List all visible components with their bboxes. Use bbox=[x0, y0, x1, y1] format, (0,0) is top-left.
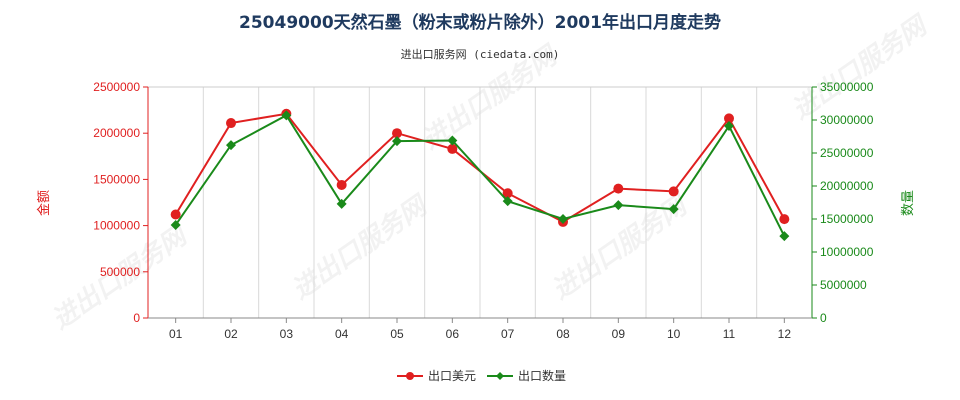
x-axis-tick-label: 03 bbox=[280, 327, 294, 341]
x-axis-tick-label: 05 bbox=[390, 327, 404, 341]
left-axis-tick-label: 500000 bbox=[100, 265, 140, 279]
series-point-2 bbox=[558, 214, 568, 224]
right-axis-tick-label: 0 bbox=[820, 311, 827, 325]
x-axis-tick-label: 12 bbox=[778, 327, 792, 341]
series-point-1 bbox=[668, 186, 679, 197]
legend-label-1: 出口美元 bbox=[428, 369, 476, 383]
right-axis-tick-label: 15000000 bbox=[820, 212, 874, 226]
legend-marker-1 bbox=[406, 372, 414, 380]
series-point-1 bbox=[226, 118, 236, 129]
series-point-2 bbox=[724, 120, 734, 131]
series-point-1 bbox=[502, 188, 513, 199]
watermark-text: 进出口服务网 bbox=[787, 9, 935, 125]
left-axis-label: 金额 bbox=[36, 190, 52, 216]
chart-title: 25049000天然石墨（粉末或粉片除外）2001年出口月度走势 bbox=[239, 13, 721, 33]
x-axis-tick-label: 02 bbox=[224, 327, 238, 341]
watermark-text: 进出口服务网 bbox=[417, 39, 565, 155]
x-axis-tick-label: 07 bbox=[501, 327, 515, 341]
series-point-2 bbox=[447, 135, 458, 146]
x-axis-tick-label: 01 bbox=[169, 327, 183, 341]
x-axis-tick-label: 09 bbox=[612, 327, 626, 341]
right-axis-label: 数量 bbox=[901, 190, 916, 216]
series-point-2 bbox=[668, 204, 679, 215]
legend-marker-2 bbox=[496, 372, 504, 380]
series-point-1 bbox=[336, 179, 347, 190]
left-axis-tick-label: 2500000 bbox=[93, 80, 140, 94]
series-point-2 bbox=[170, 219, 181, 230]
chart-subtitle: 进出口服务网 (ciedata.com) bbox=[400, 48, 560, 61]
series-point-2 bbox=[281, 110, 292, 121]
left-axis-tick-label: 2000000 bbox=[93, 126, 140, 140]
watermark-text: 进出口服务网 bbox=[287, 189, 435, 305]
left-axis-tick-label: 1500000 bbox=[93, 172, 140, 186]
x-axis-tick-label: 06 bbox=[446, 327, 460, 341]
x-axis-tick-label: 04 bbox=[335, 327, 349, 341]
series-point-1 bbox=[613, 183, 624, 194]
series-point-2 bbox=[779, 231, 790, 242]
right-axis-tick-label: 30000000 bbox=[820, 113, 874, 127]
right-axis-tick-label: 25000000 bbox=[820, 146, 874, 160]
series-point-1 bbox=[779, 214, 790, 225]
right-axis-tick-label: 10000000 bbox=[820, 245, 874, 259]
x-axis-tick-label: 11 bbox=[723, 327, 736, 341]
legend-label-2: 出口数量 bbox=[518, 368, 566, 383]
left-axis-tick-label: 1000000 bbox=[93, 219, 140, 233]
series-line-2 bbox=[174, 114, 786, 237]
x-axis-tick-label: 10 bbox=[667, 327, 681, 341]
left-axis-tick-label: 0 bbox=[133, 311, 140, 325]
series-point-2 bbox=[336, 198, 347, 209]
right-axis-tick-label: 35000000 bbox=[820, 80, 874, 94]
x-axis-tick-label: 08 bbox=[556, 327, 570, 341]
right-axis-tick-label: 20000000 bbox=[820, 179, 874, 193]
series-point-2 bbox=[392, 136, 402, 147]
right-axis-tick-label: 5000000 bbox=[820, 278, 867, 292]
series-point-2 bbox=[226, 140, 236, 151]
series-point-1 bbox=[724, 113, 734, 124]
series-point-1 bbox=[392, 128, 402, 139]
series-point-1 bbox=[170, 209, 181, 220]
series-point-2 bbox=[613, 200, 624, 211]
series-point-1 bbox=[447, 143, 458, 154]
series-point-2 bbox=[502, 196, 513, 207]
